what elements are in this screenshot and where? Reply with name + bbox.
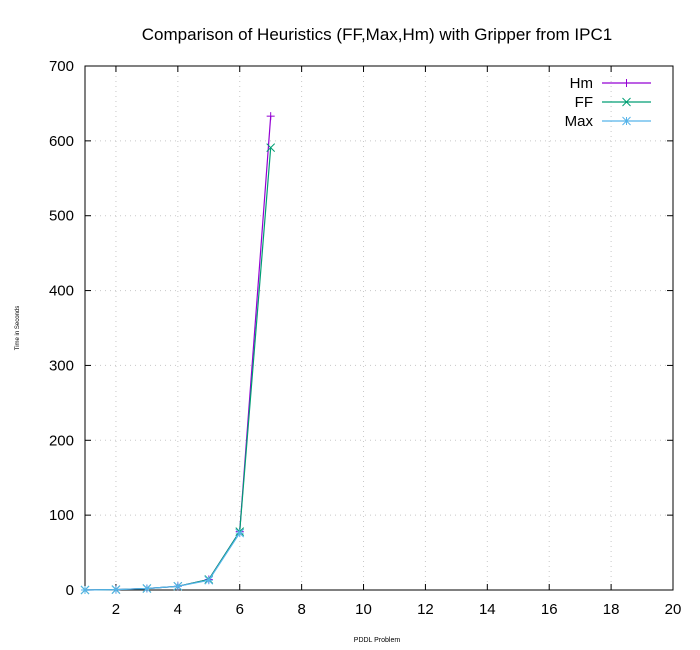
series-line-hm [84, 116, 272, 591]
marker-stroke [142, 584, 152, 593]
data-point-max [80, 585, 90, 595]
data-point-max [173, 581, 183, 591]
y-tick-label: 600 [49, 133, 74, 150]
marker-stroke [235, 528, 245, 538]
marker-stroke [622, 116, 631, 126]
marker-stroke [173, 581, 183, 591]
x-tick-label: 10 [355, 601, 372, 618]
marker-stroke [622, 97, 631, 107]
series-max [80, 528, 245, 595]
marker-stroke [266, 143, 276, 152]
y-axis-label: Time in Seconds [15, 306, 21, 350]
y-tick-label: 0 [66, 582, 74, 599]
y-tick-label: 500 [49, 208, 74, 225]
legend-entry-hm: Hm [570, 75, 651, 92]
data-point-ff [266, 143, 276, 152]
legend-label: FF [575, 94, 593, 111]
data-point-max [235, 528, 245, 538]
chart-title: Comparison of Heuristics (FF,Max,Hm) wit… [142, 25, 612, 44]
legend-marker [622, 116, 631, 126]
axes: 0 100 200 300 400 500 600 700 2 4 6 8 10 12 14 16 18 20 [49, 58, 681, 618]
x-tick-label: 18 [603, 601, 620, 618]
x-tick-label: 4 [174, 601, 182, 618]
y-tick-label: 400 [49, 283, 74, 300]
plot-frame [84, 65, 674, 591]
x-tick-label: 12 [417, 601, 434, 618]
series-layer [80, 112, 276, 595]
legend-entry-ff: FF [575, 94, 651, 111]
data-point-max [111, 585, 121, 594]
legend-marker [622, 79, 631, 87]
series-line-max [84, 532, 241, 591]
x-tick-label: 2 [112, 601, 120, 618]
data-point-max [142, 584, 152, 593]
x-tick-label: 20 [665, 601, 682, 618]
y-tick-label: 200 [49, 432, 74, 449]
grid [85, 66, 673, 590]
marker-stroke [80, 585, 90, 595]
x-tick-label: 14 [479, 601, 496, 618]
legend-label: Hm [570, 75, 593, 92]
data-point-hm [266, 112, 275, 121]
x-tick-label: 6 [236, 601, 244, 618]
legend-label: Max [565, 113, 594, 130]
series-line-ff [84, 147, 272, 591]
y-tick-label: 300 [49, 357, 74, 374]
data-point-max [204, 575, 214, 585]
legend-entry-max: Max [565, 113, 651, 130]
x-tick-label: 8 [297, 601, 305, 618]
marker-stroke [204, 575, 214, 585]
legend-marker [622, 97, 631, 107]
x-axis-label: PDDL Problem [354, 637, 401, 644]
x-tick-label: 16 [541, 601, 558, 618]
marker-stroke [111, 585, 121, 594]
y-tick-label: 700 [49, 58, 74, 75]
y-tick-label: 100 [49, 507, 74, 524]
legend: Hm FF Max [565, 75, 651, 130]
